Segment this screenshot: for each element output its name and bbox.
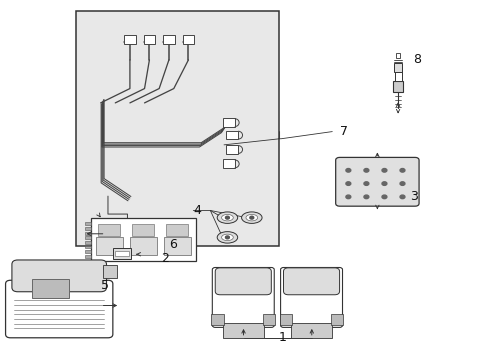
Text: 2: 2: [161, 252, 169, 265]
FancyBboxPatch shape: [5, 280, 113, 338]
Text: 6: 6: [168, 238, 177, 251]
Bar: [290, 323, 331, 338]
Bar: [85, 236, 91, 239]
Bar: [330, 315, 343, 325]
Bar: [263, 315, 275, 325]
Ellipse shape: [217, 212, 237, 224]
Circle shape: [249, 216, 253, 219]
Circle shape: [345, 168, 350, 172]
Bar: [85, 255, 91, 258]
Bar: [98, 224, 120, 236]
Bar: [115, 251, 129, 256]
Bar: [143, 35, 155, 44]
Text: 8: 8: [412, 53, 420, 66]
Bar: [222, 159, 234, 168]
Bar: [85, 227, 91, 230]
Circle shape: [381, 195, 386, 199]
Ellipse shape: [217, 231, 237, 243]
Bar: [91, 218, 195, 261]
Bar: [279, 315, 291, 325]
Circle shape: [225, 216, 229, 219]
Ellipse shape: [221, 234, 233, 240]
Bar: [222, 323, 264, 338]
Text: 7: 7: [339, 125, 347, 138]
FancyBboxPatch shape: [212, 267, 274, 327]
Ellipse shape: [241, 212, 262, 224]
Bar: [85, 241, 91, 244]
Bar: [85, 231, 91, 234]
Bar: [225, 131, 238, 139]
Ellipse shape: [245, 215, 257, 221]
Text: 5: 5: [101, 279, 108, 292]
FancyBboxPatch shape: [215, 268, 271, 295]
Bar: [182, 35, 194, 44]
Text: 3: 3: [409, 190, 417, 203]
Bar: [163, 35, 174, 44]
Bar: [85, 250, 91, 253]
Text: 4: 4: [193, 204, 201, 217]
Bar: [222, 118, 234, 127]
Circle shape: [345, 195, 350, 199]
Bar: [130, 237, 157, 255]
Circle shape: [399, 195, 404, 199]
Bar: [96, 237, 122, 255]
Circle shape: [381, 182, 386, 185]
FancyBboxPatch shape: [283, 268, 339, 295]
Circle shape: [225, 236, 229, 239]
FancyBboxPatch shape: [280, 267, 342, 327]
Bar: [85, 222, 91, 225]
Text: 1: 1: [278, 331, 286, 344]
Bar: [392, 81, 402, 92]
Circle shape: [363, 168, 368, 172]
Bar: [395, 53, 399, 58]
Bar: [85, 246, 91, 248]
Bar: [32, 279, 69, 298]
Bar: [132, 224, 154, 236]
Circle shape: [399, 182, 404, 185]
Circle shape: [363, 195, 368, 199]
Bar: [113, 248, 131, 259]
Bar: [211, 315, 223, 325]
Circle shape: [399, 168, 404, 172]
Circle shape: [345, 182, 350, 185]
Bar: [76, 12, 278, 246]
Bar: [163, 237, 190, 255]
FancyBboxPatch shape: [12, 260, 106, 292]
FancyBboxPatch shape: [335, 157, 418, 206]
Bar: [124, 35, 136, 44]
Bar: [394, 67, 401, 81]
Bar: [166, 224, 188, 236]
Ellipse shape: [221, 215, 233, 221]
Bar: [103, 265, 117, 279]
Bar: [393, 63, 402, 72]
Circle shape: [381, 168, 386, 172]
Bar: [225, 145, 238, 154]
Circle shape: [363, 182, 368, 185]
